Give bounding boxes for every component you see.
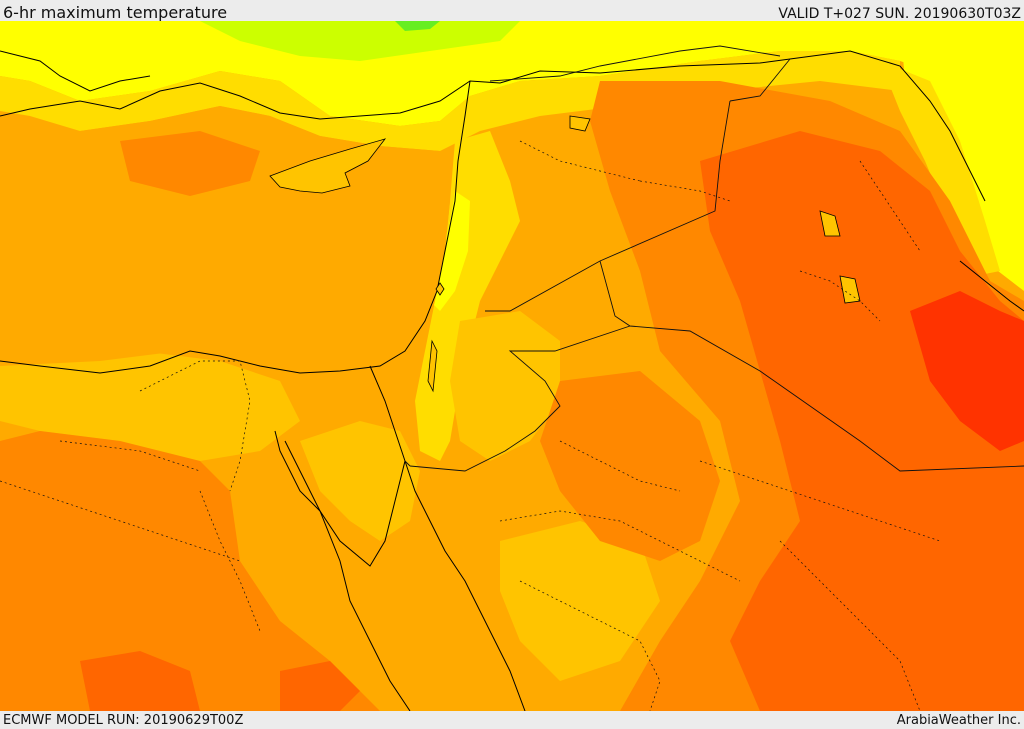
field-s-redorange xyxy=(280,661,360,711)
cyprus-island xyxy=(269,138,387,194)
temperature-map[interactable] xyxy=(0,21,1024,711)
field-jordan-gold xyxy=(450,311,560,461)
model-run-label: ECMWF MODEL RUN: 20190629T00Z xyxy=(3,713,244,728)
field-iraq-redorange xyxy=(700,131,1024,711)
header-bar: 6-hr maximum temperature VALID T+027 SUN… xyxy=(0,0,1024,22)
coastlines xyxy=(0,50,1024,711)
map-title: 6-hr maximum temperature xyxy=(3,3,228,22)
field-north-green xyxy=(395,21,440,31)
field-iraq-red xyxy=(910,291,1024,451)
field-med-dark xyxy=(120,131,260,196)
national-borders xyxy=(404,45,1024,472)
field-egypt-dark xyxy=(0,431,380,711)
field-saudi-dark xyxy=(540,371,720,561)
province-boundaries xyxy=(0,140,941,711)
field-north-gold xyxy=(0,51,900,151)
valid-time: VALID T+027 SUN. 20190630T03Z xyxy=(778,6,1021,22)
field-north-lime xyxy=(200,21,520,61)
footer-bar: ECMWF MODEL RUN: 20190629T00Z ArabiaWeat… xyxy=(0,711,1024,729)
field-hejaz-gold xyxy=(500,521,660,681)
field-levant-bright xyxy=(430,191,470,311)
credit-label: ArabiaWeather Inc. xyxy=(896,713,1021,728)
field-ne-gold xyxy=(880,61,1000,276)
lakes xyxy=(427,115,861,393)
field-egypt-gold xyxy=(0,351,300,461)
field-north-yellow xyxy=(0,21,1024,141)
field-levant-yellow xyxy=(415,131,520,461)
field-sw-redorange xyxy=(80,651,200,711)
field-sinai-gold xyxy=(300,421,420,541)
